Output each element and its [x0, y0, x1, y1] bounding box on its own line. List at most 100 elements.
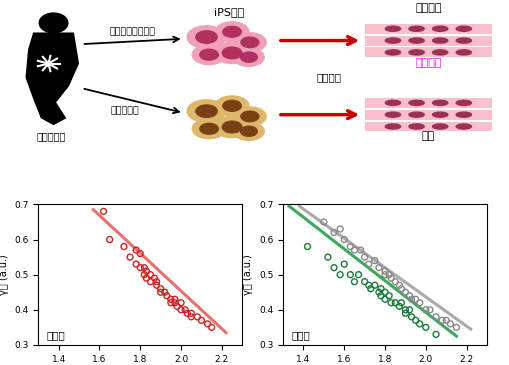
Point — [142, 275, 150, 281]
Point — [126, 254, 134, 260]
Point — [421, 307, 429, 313]
Point — [401, 310, 409, 316]
Point — [390, 300, 399, 306]
Ellipse shape — [215, 96, 248, 116]
Text: リプログラミング: リプログラミング — [109, 27, 155, 36]
Ellipse shape — [187, 26, 225, 48]
Point — [323, 254, 331, 260]
Point — [376, 286, 384, 292]
Y-axis label: γ値 (a.u.): γ値 (a.u.) — [0, 254, 9, 295]
Ellipse shape — [385, 124, 400, 129]
Point — [152, 279, 160, 285]
Point — [207, 324, 215, 330]
Point — [401, 289, 409, 295]
Ellipse shape — [408, 100, 423, 105]
Ellipse shape — [455, 112, 470, 117]
Ellipse shape — [408, 124, 423, 129]
Point — [407, 314, 415, 320]
Point — [171, 300, 179, 306]
Point — [187, 314, 195, 320]
Point — [346, 272, 354, 278]
Ellipse shape — [195, 105, 217, 118]
Point — [340, 237, 348, 242]
Point — [350, 247, 358, 253]
Point — [350, 279, 358, 285]
Point — [105, 237, 114, 242]
Ellipse shape — [222, 100, 241, 111]
Point — [171, 296, 179, 302]
Point — [374, 265, 382, 270]
Text: ゲノム編集: ゲノム編集 — [110, 107, 139, 116]
PathPatch shape — [25, 32, 79, 125]
Point — [197, 318, 205, 323]
Point — [451, 324, 460, 330]
Ellipse shape — [200, 49, 218, 60]
Point — [411, 296, 419, 302]
Point — [431, 314, 439, 320]
Text: 修復株: 修復株 — [291, 330, 309, 340]
Text: 分化誘導: 分化誘導 — [316, 72, 341, 82]
Point — [394, 303, 403, 309]
Point — [303, 244, 311, 250]
Ellipse shape — [432, 50, 447, 55]
Ellipse shape — [408, 112, 423, 117]
Point — [380, 296, 388, 302]
Point — [370, 258, 378, 264]
Text: 心疾患患者: 心疾患患者 — [36, 131, 66, 141]
Point — [335, 272, 344, 278]
Ellipse shape — [408, 50, 423, 55]
Point — [177, 300, 185, 306]
Ellipse shape — [240, 111, 259, 122]
Point — [441, 318, 449, 323]
Ellipse shape — [385, 38, 400, 43]
Point — [431, 331, 439, 337]
Ellipse shape — [408, 38, 423, 43]
Text: iPS細胞: iPS細胞 — [214, 7, 244, 17]
Point — [132, 261, 140, 267]
Point — [405, 307, 413, 313]
Ellipse shape — [432, 26, 447, 31]
Text: 心筋細胞: 心筋細胞 — [414, 3, 441, 14]
Point — [437, 318, 445, 323]
Point — [384, 293, 392, 299]
Point — [160, 289, 168, 295]
Ellipse shape — [240, 52, 257, 62]
Ellipse shape — [233, 107, 266, 126]
Ellipse shape — [187, 100, 225, 122]
Point — [120, 244, 128, 250]
Point — [390, 279, 399, 285]
Point — [360, 279, 368, 285]
Point — [397, 286, 405, 292]
Point — [132, 247, 140, 253]
Ellipse shape — [455, 26, 470, 31]
Point — [146, 279, 154, 285]
Ellipse shape — [385, 100, 400, 105]
Ellipse shape — [214, 42, 249, 64]
Ellipse shape — [200, 123, 218, 134]
Point — [364, 261, 372, 267]
Ellipse shape — [385, 50, 400, 55]
Point — [142, 268, 150, 274]
Point — [156, 289, 164, 295]
Point — [366, 286, 374, 292]
Point — [397, 300, 405, 306]
Point — [193, 314, 201, 320]
Point — [407, 296, 415, 302]
Point — [203, 321, 211, 327]
Text: 修復: 修復 — [421, 131, 434, 141]
Ellipse shape — [455, 50, 470, 55]
Point — [401, 307, 409, 313]
Point — [380, 289, 388, 295]
Point — [150, 275, 158, 281]
Point — [156, 286, 164, 292]
Point — [370, 282, 378, 288]
Point — [386, 300, 394, 306]
Point — [445, 321, 454, 327]
Point — [146, 272, 154, 278]
Point — [329, 265, 337, 270]
Point — [415, 300, 423, 306]
Point — [380, 268, 388, 274]
Point — [166, 296, 175, 302]
Text: 疾患株: 疾患株 — [46, 330, 65, 340]
Ellipse shape — [222, 47, 241, 59]
